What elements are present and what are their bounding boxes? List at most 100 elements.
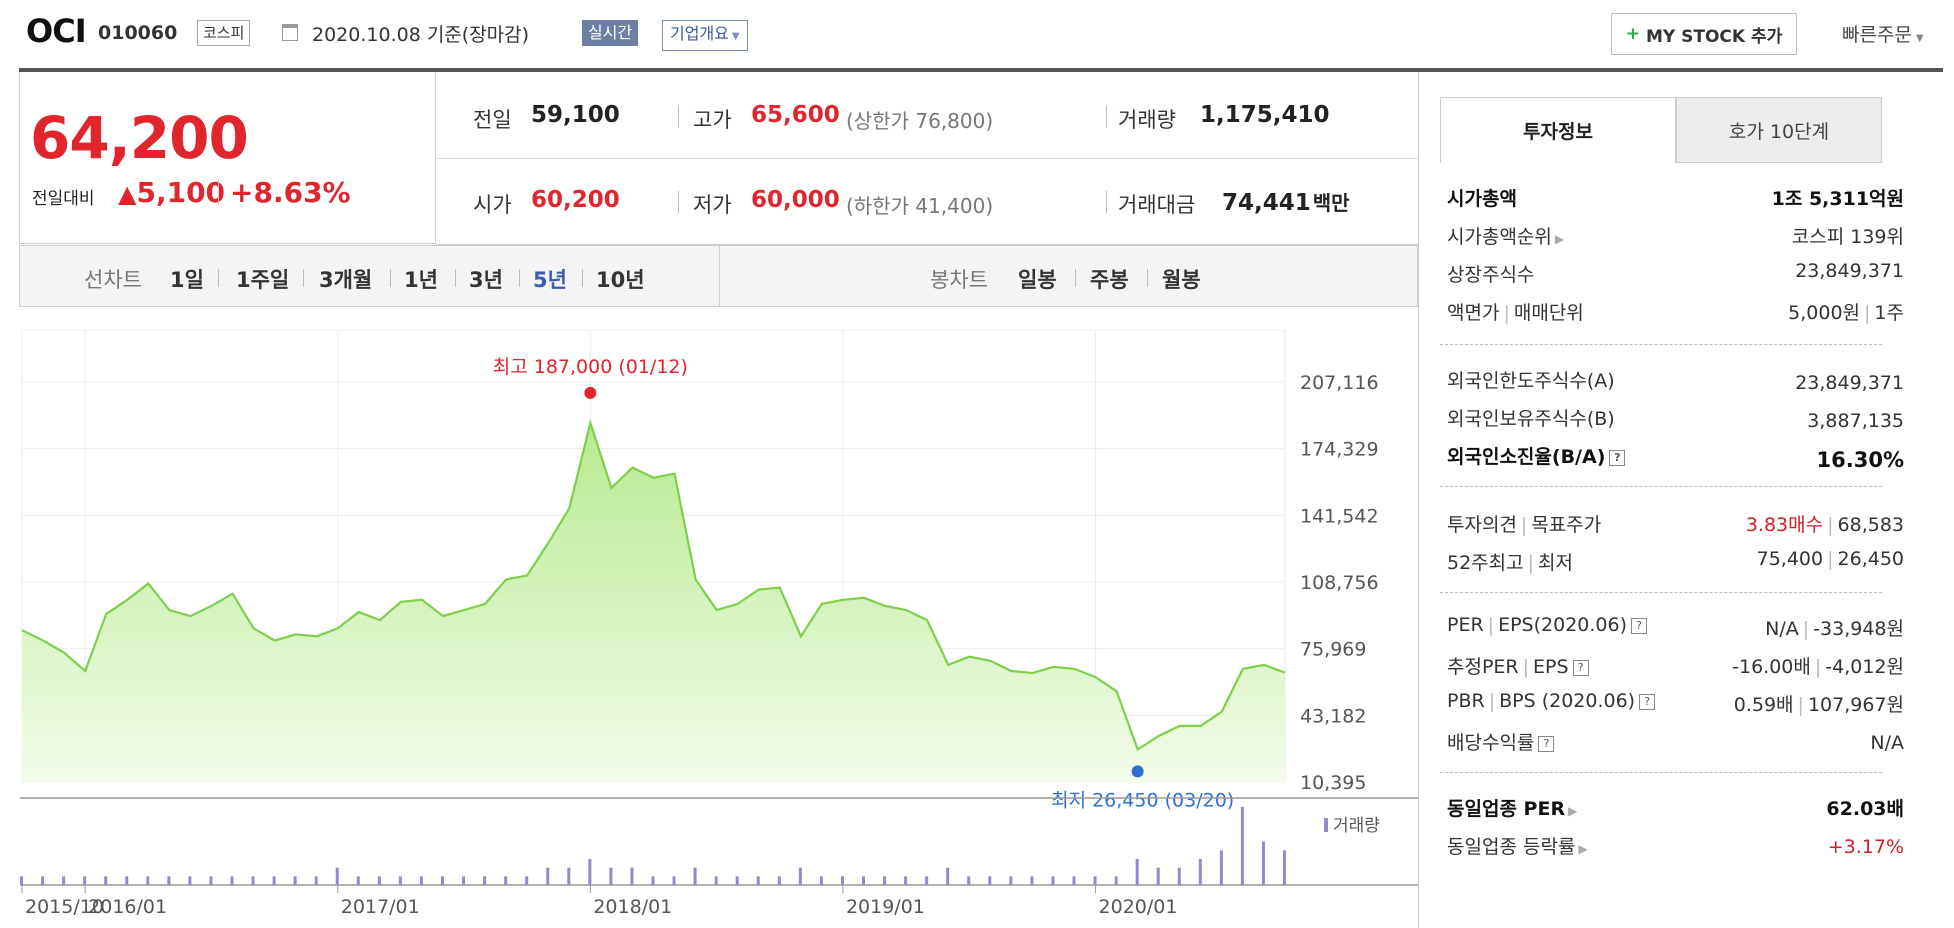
section-divider [1440, 772, 1882, 773]
volume-bar [1051, 876, 1055, 885]
market-cap-value: 1조 5,311억원 [1771, 188, 1904, 210]
tab-hoga[interactable]: 호가 10단계 [1676, 97, 1882, 163]
divider [678, 191, 679, 213]
volume-bar [1072, 876, 1076, 885]
x-tick-label: 2018/01 [593, 896, 672, 918]
sector-per-label: 동일업종 PER [1447, 798, 1566, 820]
candle-daily[interactable]: 일봉 [1018, 268, 1057, 292]
market-badge: 코스피 [197, 20, 251, 46]
opinion-value: 3.83매수 | 68,583 [1746, 510, 1904, 537]
y-tick-label: 174,329 [1300, 439, 1379, 461]
divider: | [1527, 552, 1535, 574]
volume-bar [735, 876, 739, 885]
volume-bar [567, 867, 571, 885]
low-marker [1131, 765, 1144, 778]
volume-bar [272, 876, 276, 885]
volume-bar [441, 876, 444, 885]
volume-bar [1114, 876, 1118, 885]
divider [218, 180, 219, 204]
week52-low-value: 26,450 [1837, 548, 1904, 570]
sector-change-label: 동일업종 등락률 [1447, 836, 1576, 858]
trade-value-number: 74,441 [1222, 190, 1311, 216]
volume-bar [167, 876, 171, 885]
divider [582, 269, 583, 287]
tab-invest-info[interactable]: 투자정보 [1440, 97, 1676, 163]
period-1year[interactable]: 1년 [404, 268, 438, 292]
volume-bar [819, 876, 823, 885]
price-change: ▲5,100 [118, 176, 225, 209]
calendar-icon [282, 24, 298, 41]
volume-bar [419, 876, 423, 885]
volume-bar [546, 867, 550, 885]
divider [390, 269, 391, 287]
period-3year[interactable]: 3년 [469, 268, 503, 292]
high-marker [584, 386, 597, 399]
week52-high-value: 75,400 [1756, 548, 1824, 570]
trade-value: 74,441 백만 [1222, 187, 1350, 216]
volume-bar [1261, 841, 1265, 885]
help-icon[interactable]: ? [1538, 735, 1555, 752]
par-value-number: 5,000원 [1788, 302, 1861, 324]
period-3month[interactable]: 3개월 [319, 268, 373, 292]
period-1day[interactable]: 1일 [170, 268, 204, 292]
volume-bar [251, 876, 255, 885]
mystock-label: MY STOCK 추가 [1645, 26, 1783, 47]
volume-bar [798, 867, 802, 885]
period-10year[interactable]: 10년 [596, 268, 645, 292]
volume-bar [41, 876, 45, 885]
y-tick-label: 10,395 [1300, 772, 1366, 794]
per-number: N/A [1765, 618, 1799, 640]
divider: | [1864, 302, 1871, 324]
arrow-right-icon: ▶ [1554, 232, 1565, 246]
volume-bar [230, 876, 234, 885]
volume-bar [651, 876, 655, 885]
chevron-down-icon: ▼ [1915, 33, 1924, 44]
volume-bar [988, 876, 992, 885]
change-percent: +8.63% [230, 176, 351, 209]
volume-bar [377, 876, 381, 885]
candle-weekly[interactable]: 주봉 [1090, 268, 1129, 292]
company-overview-dropdown[interactable]: 기업개요 ▼ [662, 20, 748, 51]
volume-legend-label: 거래량 [1333, 816, 1380, 836]
quick-order-dropdown[interactable]: 빠른주문 ▼ [1842, 20, 1924, 47]
section-divider [1440, 344, 1882, 345]
section-divider [1440, 486, 1882, 487]
help-icon[interactable]: ? [1572, 659, 1589, 676]
pbr-text: PBR [1447, 690, 1485, 712]
prev-close-value: 59,100 [531, 102, 620, 128]
candle-monthly[interactable]: 월봉 [1162, 268, 1201, 292]
help-icon[interactable]: ? [1631, 617, 1647, 634]
help-icon[interactable]: ? [1639, 693, 1656, 710]
volume-bar [714, 876, 718, 885]
est-eps-text: EPS [1533, 656, 1569, 678]
market-cap-rank-link[interactable]: 시가총액순위 ▶ [1447, 222, 1564, 249]
dividend-label: 배당수익률? [1447, 728, 1555, 755]
sector-per-value: 62.03배 [1826, 798, 1904, 820]
divider: | [1797, 694, 1804, 716]
volume-bar [314, 876, 318, 885]
volume-bar [756, 876, 760, 885]
period-5year[interactable]: 5년 [533, 268, 567, 292]
target-price-value: 68,583 [1837, 514, 1904, 536]
add-mystock-button[interactable]: + MY STOCK 추가 [1611, 13, 1797, 55]
est-eps-number: -4,012원 [1825, 656, 1904, 678]
realtime-button[interactable]: 실시간 [582, 20, 639, 46]
market-cap-rank-label: 시가총액순위 [1447, 226, 1552, 248]
price-area [22, 422, 1285, 782]
volume-bar [504, 876, 508, 885]
par-value-label: 액면가 | 매매단위 [1447, 298, 1584, 325]
chevron-down-icon: ▼ [731, 31, 740, 42]
help-icon[interactable]: ? [1609, 449, 1626, 466]
bps-text: BPS (2020.06) [1499, 690, 1636, 712]
week52-low-label: 최저 [1538, 552, 1573, 574]
week52-value: 75,400 | 26,450 [1757, 548, 1904, 570]
change-label: 전일대비 [32, 189, 95, 209]
arrow-right-icon: ▶ [1578, 842, 1588, 856]
volume-bar [1283, 850, 1286, 885]
dividend-value: N/A [1870, 732, 1904, 754]
sector-per-link[interactable]: 동일업종 PER ▶ [1447, 794, 1577, 821]
foreign-limit-value: 23,849,371 [1795, 372, 1904, 394]
header-divider [19, 68, 1943, 72]
sector-change-link[interactable]: 동일업종 등락률 ▶ [1447, 832, 1588, 859]
period-1week[interactable]: 1주일 [236, 268, 290, 292]
